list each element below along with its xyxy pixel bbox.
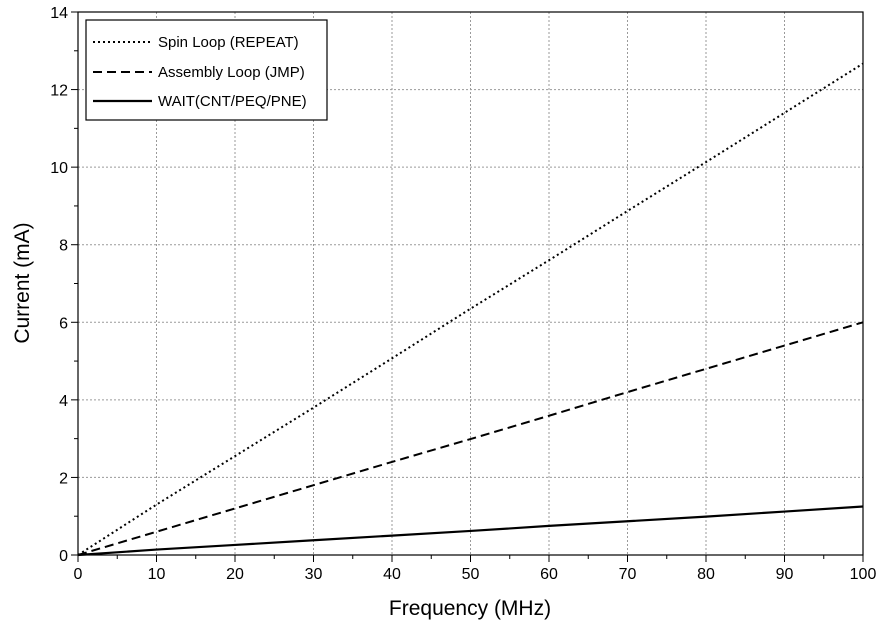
y-tick-label: 4 xyxy=(59,393,68,410)
series-wait-line xyxy=(77,505,864,557)
grid xyxy=(78,12,863,555)
legend: Spin Loop (REPEAT) Assembly Loop (JMP) W… xyxy=(85,19,328,121)
y-tick-label: 2 xyxy=(59,470,68,487)
x-tick-label: 70 xyxy=(619,566,637,583)
tick-labels: 0 10 20 30 40 50 60 70 80 90 100 0 2 4 6 8 10 12 14 xyxy=(50,5,876,583)
series-lines xyxy=(77,62,864,557)
x-tick-label: 90 xyxy=(776,566,794,583)
legend-box xyxy=(85,19,328,121)
y-tick-label: 14 xyxy=(50,5,68,22)
x-axis-title: Frequency (MHz) xyxy=(389,597,551,620)
x-tick-label: 50 xyxy=(462,566,480,583)
axis-ticks xyxy=(71,11,864,562)
x-tick-label: 60 xyxy=(540,566,558,583)
x-tick-label: 100 xyxy=(850,566,877,583)
legend-label-assembly-loop: Assembly Loop (JMP) xyxy=(158,64,305,81)
series-spin-loop-line xyxy=(77,62,864,556)
y-tick-label: 12 xyxy=(50,83,68,100)
y-tick-label: 8 xyxy=(59,238,68,255)
series-assembly-loop-line xyxy=(77,321,864,556)
x-tick-label: 20 xyxy=(226,566,244,583)
x-tick-label: 30 xyxy=(305,566,323,583)
x-tick-label: 40 xyxy=(383,566,401,583)
y-tick-label: 0 xyxy=(59,548,68,565)
x-tick-label: 10 xyxy=(148,566,166,583)
legend-label-wait: WAIT(CNT/PEQ/PNE) xyxy=(158,93,307,110)
x-tick-label: 0 xyxy=(74,566,83,583)
legend-label-spin-loop: Spin Loop (REPEAT) xyxy=(158,34,299,51)
y-axis-title: Current (mA) xyxy=(11,222,34,343)
y-tick-label: 6 xyxy=(59,315,68,332)
y-tick-label: 10 xyxy=(50,160,68,177)
x-tick-label: 80 xyxy=(697,566,715,583)
